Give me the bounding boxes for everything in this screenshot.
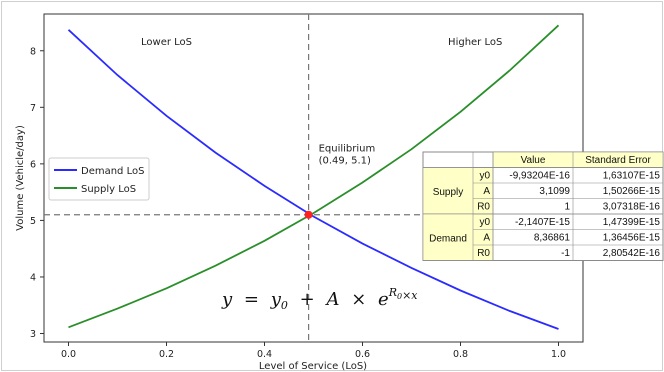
x-ticks: 0.0 0.2 0.4 0.6 0.8 1.0 (61, 342, 566, 360)
model-formula: y = y0 + A × eR0×x (221, 286, 418, 314)
table-param-cell: R0 (477, 248, 490, 259)
legend-label-demand: Demand LoS (81, 166, 144, 177)
equilibrium-point (304, 210, 313, 219)
y-tick-label: 3 (30, 329, 36, 340)
table-value-cell: 3,1099 (539, 186, 570, 197)
formula-y0-sub: 0 (281, 299, 288, 312)
table-value-cell: -1 (561, 248, 570, 259)
lower-los-label: Lower LoS (141, 37, 192, 48)
table-group-label: Demand (429, 233, 467, 244)
table-group-fill (422, 213, 494, 261)
table-header-cell: Standard Error (585, 155, 651, 166)
y-tick-label: 6 (30, 159, 36, 170)
x-tick-label: 0.6 (355, 349, 370, 360)
formula-r0-sub: 0 (397, 292, 402, 301)
table-value-cell: -2,1407E-15 (515, 217, 570, 228)
table-value-cell: -9,93204E-16 (509, 171, 570, 182)
formula-plus: + (300, 289, 315, 310)
formula-a: A (324, 289, 339, 310)
formula-times: × (351, 289, 366, 310)
table-stderr-cell: 1,63107E-15 (603, 171, 661, 182)
table-value-cell: 8,36861 (534, 233, 571, 244)
table-stderr-cell: 1,36456E-15 (603, 233, 661, 244)
x-tick-label: 0.4 (257, 349, 272, 360)
table-group-label: Supply (433, 187, 464, 198)
table-stderr-cell: 1,50266E-15 (603, 186, 661, 197)
y-axis-label: Volume (Vehicle/day) (15, 125, 26, 231)
series-lines (67, 24, 560, 330)
formula-equals: = (244, 289, 259, 310)
table-param-cell: y0 (479, 171, 490, 182)
x-tick-label: 0.8 (453, 349, 468, 360)
table-param-cell: A (483, 233, 490, 244)
y-tick-label: 7 (30, 103, 36, 114)
table-stderr-cell: 1,47399E-15 (603, 217, 661, 228)
equilibrium-point-group (304, 210, 313, 219)
formula-e: e (378, 289, 389, 310)
legend-label-supply: Supply LoS (81, 184, 136, 195)
fit-parameter-table: Value Standard Error Supply y0 -9,93204E-16 1… (422, 151, 664, 261)
formula-x: x (411, 289, 418, 302)
series-line-demand (67, 29, 559, 330)
formula-times-2: × (402, 289, 411, 302)
table-param-cell: A (483, 186, 490, 197)
y-ticks: 3 4 5 6 7 8 (30, 46, 44, 340)
x-axis-label: Level of Service (LoS) (259, 361, 367, 372)
table-header-cell: Value (521, 155, 546, 166)
table-value-cell: 1 (564, 202, 570, 213)
equilibrium-coords: (0.49, 5.1) (319, 155, 371, 166)
table-param-cell: R0 (477, 202, 490, 213)
table-param-cell: y0 (479, 217, 490, 228)
y-tick-label: 8 (30, 46, 36, 57)
legend-box (48, 157, 150, 201)
formula-y0: y (270, 289, 282, 310)
y-tick-label: 4 (30, 272, 36, 283)
x-tick-label: 1.0 (551, 349, 566, 360)
table-stderr-cell: 3,07318E-16 (603, 202, 661, 213)
formula-lhs: y (221, 289, 233, 310)
equilibrium-guides (44, 14, 583, 342)
x-tick-label: 0.2 (159, 349, 174, 360)
formula-r0: R (388, 286, 397, 299)
legend: Demand LoS Supply LoS (48, 157, 150, 201)
y-tick-label: 5 (30, 216, 36, 227)
svg-text:y = y0 +: y = y0 + A × eR0×x (221, 286, 418, 314)
table-group-fill (422, 167, 494, 215)
series-line-supply (68, 24, 560, 329)
table-stderr-cell: 2,80542E-16 (603, 248, 661, 259)
equilibrium-label: Equilibrium (319, 143, 376, 154)
x-tick-label: 0.0 (61, 349, 76, 360)
higher-los-label: Higher LoS (448, 37, 502, 48)
